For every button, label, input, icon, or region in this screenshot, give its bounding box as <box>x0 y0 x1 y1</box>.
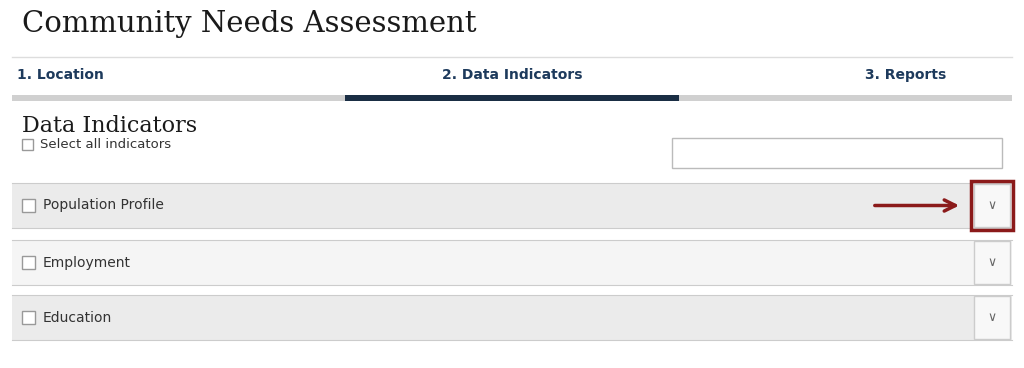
Text: ∨: ∨ <box>987 311 996 324</box>
Text: Select all indicators: Select all indicators <box>40 138 171 152</box>
FancyBboxPatch shape <box>12 295 1012 340</box>
FancyBboxPatch shape <box>22 139 33 150</box>
Text: 2. Data Indicators: 2. Data Indicators <box>441 68 583 82</box>
FancyBboxPatch shape <box>974 241 1010 284</box>
Text: Education: Education <box>43 311 113 325</box>
Text: Data Indicators: Data Indicators <box>22 115 198 137</box>
Text: Employment: Employment <box>43 255 131 269</box>
Text: ∨: ∨ <box>987 256 996 269</box>
Text: 3. Reports: 3. Reports <box>865 68 946 82</box>
Text: 1. Location: 1. Location <box>17 68 103 82</box>
FancyBboxPatch shape <box>22 255 35 269</box>
FancyBboxPatch shape <box>12 234 1012 240</box>
FancyBboxPatch shape <box>12 95 1012 101</box>
Text: Filter indicators...: Filter indicators... <box>684 146 793 159</box>
Text: Community Needs Assessment: Community Needs Assessment <box>22 10 476 38</box>
FancyBboxPatch shape <box>12 177 1012 183</box>
FancyBboxPatch shape <box>12 289 1012 295</box>
FancyBboxPatch shape <box>672 138 1002 168</box>
FancyBboxPatch shape <box>22 198 35 212</box>
FancyBboxPatch shape <box>345 95 679 101</box>
FancyBboxPatch shape <box>974 184 1010 227</box>
Text: Population Profile: Population Profile <box>43 198 164 212</box>
Text: ∨: ∨ <box>987 199 996 212</box>
FancyBboxPatch shape <box>22 311 35 323</box>
FancyBboxPatch shape <box>12 183 1012 228</box>
FancyBboxPatch shape <box>12 240 1012 285</box>
FancyBboxPatch shape <box>974 296 1010 339</box>
